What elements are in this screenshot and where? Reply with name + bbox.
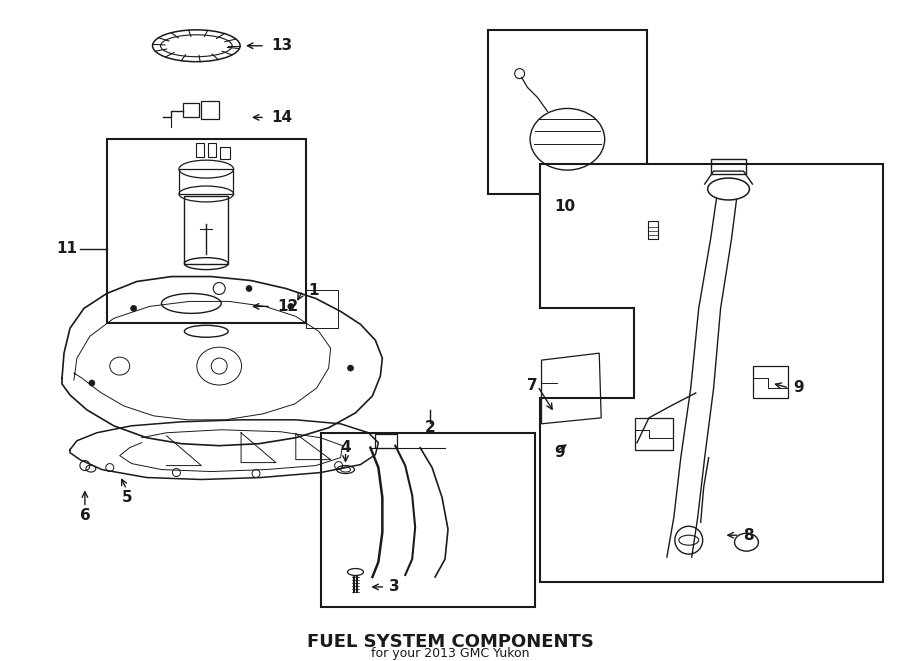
Bar — [488, 30, 647, 194]
Text: 11: 11 — [57, 241, 77, 256]
Text: 5: 5 — [122, 490, 132, 505]
Bar — [179, 169, 233, 194]
Text: 6: 6 — [79, 508, 90, 523]
Bar — [306, 290, 338, 329]
Circle shape — [288, 303, 293, 309]
Text: 12: 12 — [277, 299, 298, 314]
Text: 3: 3 — [390, 580, 400, 594]
Text: 9: 9 — [554, 445, 565, 460]
Bar — [220, 147, 230, 159]
Bar — [711, 159, 746, 174]
Circle shape — [246, 286, 252, 292]
Ellipse shape — [707, 178, 750, 200]
Circle shape — [347, 365, 354, 371]
Text: 8: 8 — [743, 527, 754, 543]
Bar — [107, 139, 306, 323]
Text: 4: 4 — [340, 440, 351, 455]
Bar — [196, 143, 204, 157]
Text: 14: 14 — [271, 110, 292, 125]
Bar — [375, 434, 397, 447]
Bar — [184, 196, 229, 264]
Bar — [320, 433, 535, 607]
Bar — [648, 221, 658, 239]
Circle shape — [130, 305, 137, 311]
Text: 2: 2 — [425, 420, 436, 436]
Bar — [753, 366, 788, 398]
Text: 1: 1 — [309, 283, 320, 298]
Polygon shape — [62, 276, 382, 446]
Text: 10: 10 — [554, 200, 575, 214]
Text: for your 2013 GMC Yukon: for your 2013 GMC Yukon — [371, 647, 529, 660]
Text: FUEL SYSTEM COMPONENTS: FUEL SYSTEM COMPONENTS — [307, 633, 593, 650]
Bar — [208, 143, 216, 157]
Polygon shape — [70, 420, 378, 479]
Text: 13: 13 — [271, 38, 292, 54]
Bar — [635, 418, 673, 449]
Circle shape — [89, 380, 94, 386]
Bar — [184, 104, 199, 118]
Text: 7: 7 — [526, 379, 537, 393]
Text: 9: 9 — [793, 381, 804, 395]
Bar — [202, 102, 220, 120]
Polygon shape — [539, 164, 883, 582]
